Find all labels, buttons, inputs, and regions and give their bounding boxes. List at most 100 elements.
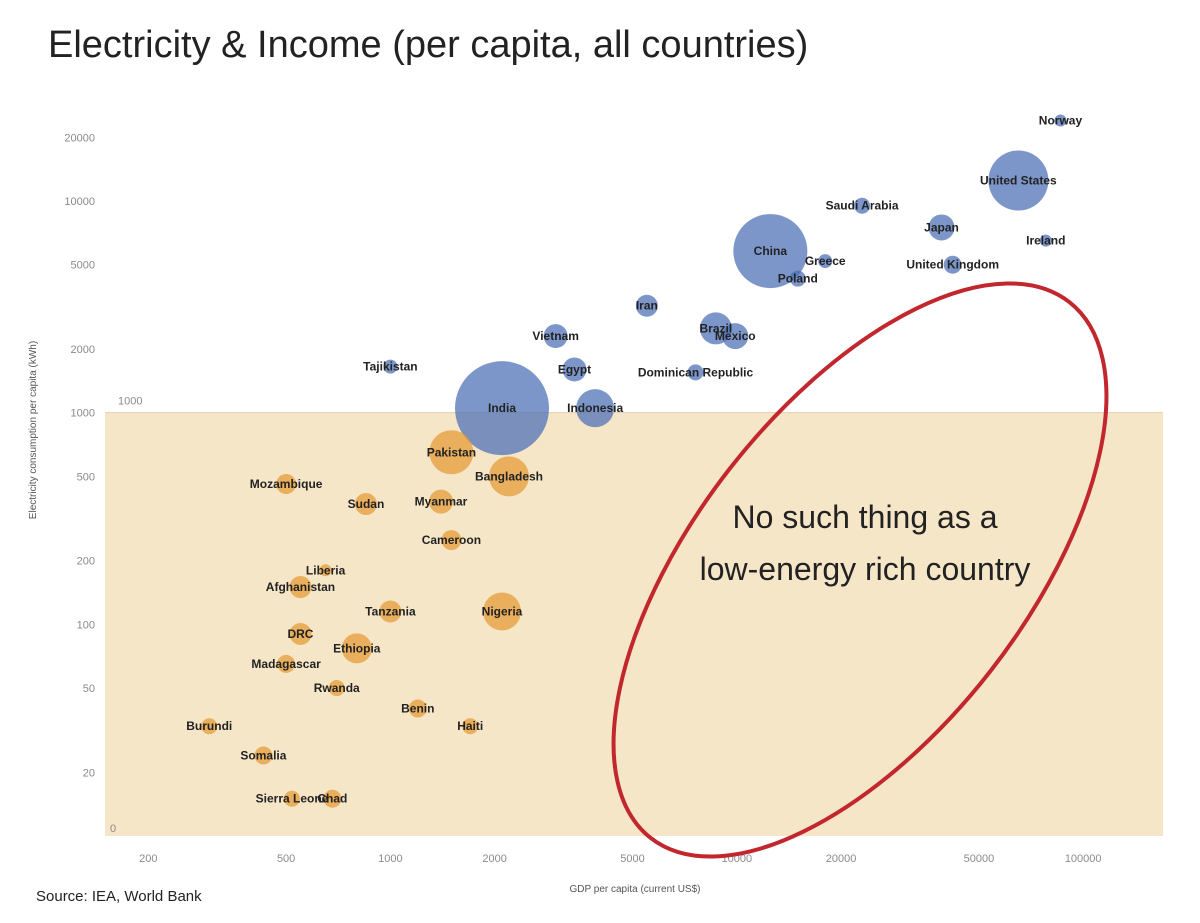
bubble-drc — [289, 623, 312, 646]
y-axis-ticks: 20 50 100 200 500 1000 2000 5000 10000 20000 — [64, 132, 95, 779]
bubble-egypt — [562, 357, 587, 382]
low-energy-rich-ellipse — [611, 281, 1109, 859]
point-label: Liberia — [306, 563, 346, 577]
bubble-dominican-republic — [687, 364, 704, 381]
bubble-sierra-leone — [284, 790, 301, 807]
chart-title: Electricity & Income (per capita, all co… — [48, 24, 809, 66]
point-label: Saudi Arabia — [826, 199, 899, 213]
bubble-ethiopia — [341, 633, 372, 664]
point-label: Iran — [636, 299, 658, 313]
point-label: Dominican Republic — [638, 365, 754, 379]
x-tick-label: 5000 — [620, 853, 644, 865]
y-tick-label: 1000 — [71, 408, 95, 420]
x-tick-label: 20000 — [826, 853, 857, 865]
point-label: India — [488, 401, 516, 415]
bubble-iran — [635, 294, 658, 317]
zero-label: 0 — [110, 823, 116, 835]
bubble-china — [733, 214, 808, 289]
bubble-india — [455, 361, 550, 456]
point-label: Mexico — [715, 329, 756, 343]
x-axis-ticks: 200 500 1000 2000 5000 10000 20000 50000 100000 — [139, 853, 1101, 865]
annotation-line-1: No such thing as a — [732, 499, 997, 535]
y-tick-label: 500 — [77, 471, 95, 483]
point-label: Japan — [924, 220, 959, 234]
x-tick-label: 200 — [139, 853, 157, 865]
y-tick-label: 200 — [77, 556, 95, 568]
bubble-indonesia — [576, 389, 615, 428]
y-tick-label: 20000 — [64, 132, 95, 144]
bubble-united-kingdom — [943, 255, 962, 274]
y-tick-label: 50 — [83, 683, 95, 695]
threshold-label: 1000 — [118, 396, 142, 408]
bubble-mozambique — [276, 474, 297, 495]
bubble-norway — [1054, 114, 1067, 127]
point-label: Norway — [1039, 114, 1083, 128]
bubble-vietnam — [543, 324, 568, 349]
point-label: Sierra Leone — [256, 792, 329, 806]
bubble-burundi — [201, 718, 218, 735]
point-label: China — [754, 244, 788, 258]
bubble-chad — [323, 789, 342, 808]
bubble-mexico — [722, 323, 749, 350]
point-label: Egypt — [558, 362, 591, 376]
point-label: Indonesia — [567, 401, 623, 415]
point-label: Sudan — [348, 497, 385, 511]
point-label: DRC — [287, 627, 313, 641]
point-label: Nigeria — [482, 604, 523, 618]
y-tick-label: 5000 — [71, 260, 95, 272]
point-label: Cameroon — [422, 533, 481, 547]
point-label: Tanzania — [365, 604, 416, 618]
point-label: United Kingdom — [906, 258, 999, 272]
point-label: Haiti — [457, 719, 483, 733]
point-label: Benin — [401, 702, 434, 716]
point-label: Poland — [778, 272, 818, 286]
point-label: Somalia — [240, 749, 286, 763]
bubble-pakistan — [429, 430, 474, 475]
point-label: Mozambique — [250, 477, 323, 491]
bubble-layer — [201, 114, 1067, 808]
bubble-ireland — [1039, 234, 1052, 247]
bubble-myanmar — [429, 489, 454, 514]
x-tick-label: 100000 — [1065, 853, 1102, 865]
bubble-poland — [789, 270, 806, 287]
point-label: Greece — [805, 254, 846, 268]
point-label: Chad — [317, 792, 347, 806]
bubble-united-states — [988, 150, 1049, 211]
point-label: Myanmar — [415, 495, 468, 509]
y-tick-label: 20 — [83, 767, 95, 779]
point-label-layer: Norway United States Ireland Saudi Arabia Ja… — [186, 114, 1082, 806]
x-tick-label: 1000 — [378, 853, 402, 865]
bubble-liberia — [319, 564, 332, 577]
y-tick-label: 100 — [77, 619, 95, 631]
bubble-afghanistan — [289, 576, 312, 599]
bubble-greece — [818, 254, 833, 269]
point-label: Brazil — [699, 321, 732, 335]
bubble-saudi-arabia — [854, 197, 871, 214]
bubble-nigeria — [483, 592, 522, 631]
point-label: Rwanda — [314, 681, 360, 695]
bubble-tajikistan — [383, 359, 398, 374]
x-tick-label: 2000 — [482, 853, 506, 865]
point-label: Afghanistan — [266, 580, 335, 594]
y-axis-label: Electricity consumption per capita (kWh) — [28, 341, 39, 519]
point-label: Bangladesh — [475, 469, 543, 483]
source-note: Source: IEA, World Bank — [36, 888, 202, 905]
bubble-japan — [928, 214, 955, 241]
point-label: Tajikistan — [363, 360, 417, 374]
bubble-madagascar — [277, 654, 296, 673]
bubble-tanzania — [379, 600, 402, 623]
bubble-rwanda — [328, 680, 345, 697]
point-label: Madagascar — [251, 657, 321, 671]
bubble-haiti — [462, 718, 479, 735]
point-label: Burundi — [186, 719, 232, 733]
x-tick-label: 50000 — [964, 853, 995, 865]
y-tick-label: 10000 — [64, 196, 95, 208]
point-label: Vietnam — [532, 329, 578, 343]
y-tick-label: 2000 — [71, 344, 95, 356]
bubble-bangladesh — [489, 456, 530, 497]
bubble-sudan — [354, 493, 377, 516]
bubble-benin — [408, 699, 427, 718]
annotation-line-2: low-energy rich country — [700, 551, 1031, 587]
point-label: Pakistan — [427, 445, 476, 459]
